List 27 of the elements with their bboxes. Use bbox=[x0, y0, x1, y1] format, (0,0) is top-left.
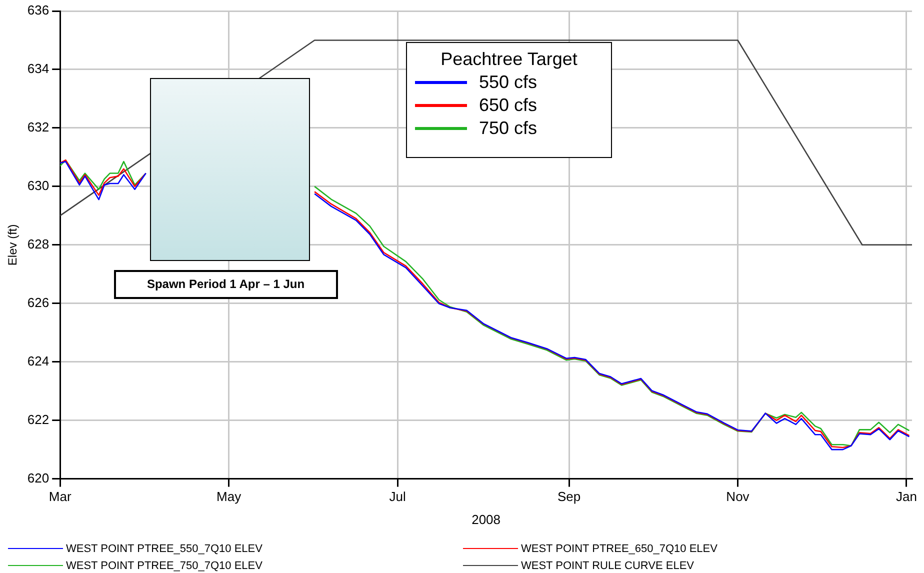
x-tick-label: Nov bbox=[726, 489, 750, 504]
y-tick-label: 636 bbox=[27, 2, 50, 18]
y-tick-label: 624 bbox=[27, 353, 50, 368]
annotation: 650 cfs bbox=[478, 94, 537, 118]
x-axis-title: 2008 bbox=[472, 512, 501, 527]
legend-label: WEST POINT PTREE_650_7Q10 ELEV bbox=[521, 542, 718, 554]
y-tick-label: 630 bbox=[27, 178, 50, 194]
y-axis-title: Elev (ft) bbox=[6, 224, 20, 266]
y-tick-label: 632 bbox=[27, 120, 50, 135]
y-tick-label: 626 bbox=[27, 294, 50, 310]
x-tick-label: Sep bbox=[557, 489, 581, 504]
annotation: Spawn Period 1 Apr – 1 Jun bbox=[146, 277, 305, 292]
x-tick-label: Jan bbox=[896, 489, 917, 504]
legend-label: WEST POINT RULE CURVE ELEV bbox=[521, 560, 694, 572]
y-tick-label: 628 bbox=[27, 236, 50, 252]
text-box: Spawn Period 1 Apr – 1 Jun bbox=[114, 270, 338, 299]
annotation: Peachtree Target bbox=[440, 48, 578, 72]
x-tick-label: Mar bbox=[48, 489, 72, 504]
x-tick-label: Jul bbox=[389, 489, 406, 504]
annotation: 550 cfs bbox=[478, 71, 537, 94]
annotation: 750 cfs bbox=[478, 117, 537, 140]
legend-label: WEST POINT PTREE_750_7Q10 ELEV bbox=[66, 560, 262, 572]
legend-label: WEST POINT PTREE_550_7Q10 ELEV bbox=[66, 542, 262, 554]
y-tick-label: 634 bbox=[27, 61, 50, 76]
x-tick-label: May bbox=[216, 489, 242, 504]
y-tick-label: 620 bbox=[27, 470, 50, 486]
y-tick-label: 622 bbox=[27, 412, 50, 427]
